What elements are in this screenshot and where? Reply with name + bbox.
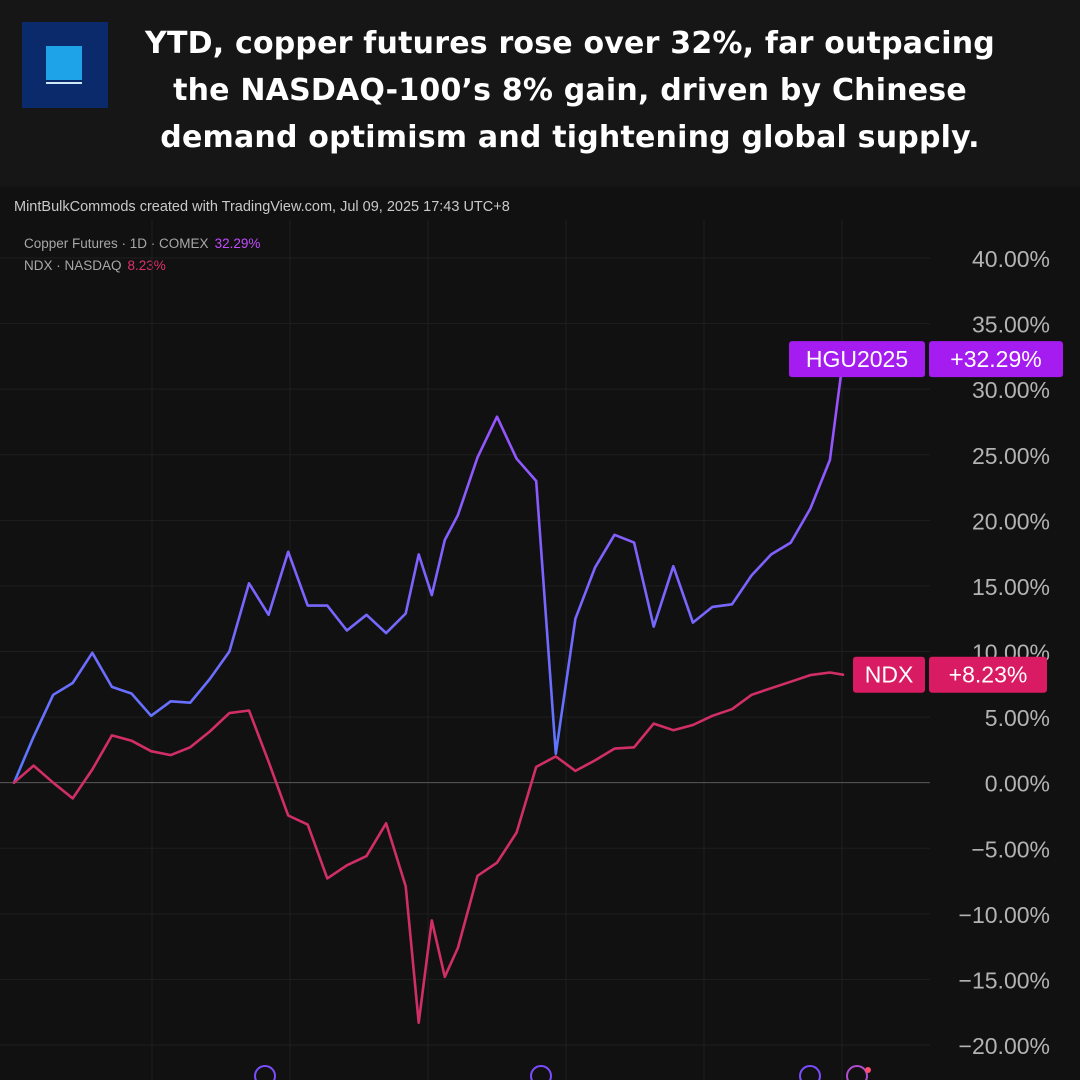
legend-ndx-value: 8.23% <box>127 258 166 273</box>
series-name-tag <box>789 341 925 378</box>
series-line-hgu2025 <box>12 357 845 785</box>
y-tick-label: 25.00% <box>972 443 1050 469</box>
legend-ndx[interactable]: NDX · NASDAQ 8.23% <box>24 258 166 273</box>
y-tick-label: −5.00% <box>971 836 1050 862</box>
y-tick-label: 0.00% <box>985 771 1050 797</box>
brand-logo <box>22 22 108 108</box>
y-tick-label: 35.00% <box>972 312 1050 338</box>
chart-panel <box>0 188 1080 1080</box>
chart-attribution: MintBulkCommods created with TradingView… <box>14 199 510 215</box>
event-marker-icon[interactable] <box>254 1065 276 1080</box>
last-value-tag-label: +32.29% <box>950 346 1041 372</box>
legend-copper-label: Copper Futures · 1D · COMEX <box>24 236 209 251</box>
y-tick-label: −10.00% <box>959 902 1050 928</box>
header-banner: YTD, copper futures rose over 32%, far o… <box>0 0 1080 186</box>
y-tick-label: 20.00% <box>972 508 1050 534</box>
legend-copper-value: 32.29% <box>214 236 261 251</box>
logo-square-icon <box>46 46 82 80</box>
event-marker-icon[interactable] <box>799 1065 821 1080</box>
series-name-tag <box>853 656 925 693</box>
headline: YTD, copper futures rose over 32%, far o… <box>145 26 995 155</box>
last-value-tag-label: +8.23% <box>949 662 1028 688</box>
legend-copper[interactable]: Copper Futures · 1D · COMEX 32.29% <box>24 236 260 251</box>
event-marker-icon[interactable] <box>846 1065 868 1080</box>
series-name-tag-label: HGU2025 <box>806 346 908 372</box>
event-dot-icon <box>865 1067 871 1073</box>
legend-ndx-label: NDX · NASDAQ <box>24 258 122 273</box>
last-value-tag <box>929 341 1063 378</box>
y-tick-label: 30.00% <box>972 377 1050 403</box>
series-line-ndx <box>12 671 845 1025</box>
y-tick-label: −15.00% <box>959 967 1050 993</box>
y-tick-label: 5.00% <box>985 705 1050 731</box>
y-tick-label: 15.00% <box>972 574 1050 600</box>
logo-underline <box>46 82 82 84</box>
y-tick-label: 40.00% <box>972 246 1050 272</box>
last-value-tag <box>929 656 1047 693</box>
y-tick-label: −20.00% <box>959 1033 1050 1059</box>
event-marker-icon[interactable] <box>530 1065 552 1080</box>
series-name-tag-label: NDX <box>865 662 914 688</box>
